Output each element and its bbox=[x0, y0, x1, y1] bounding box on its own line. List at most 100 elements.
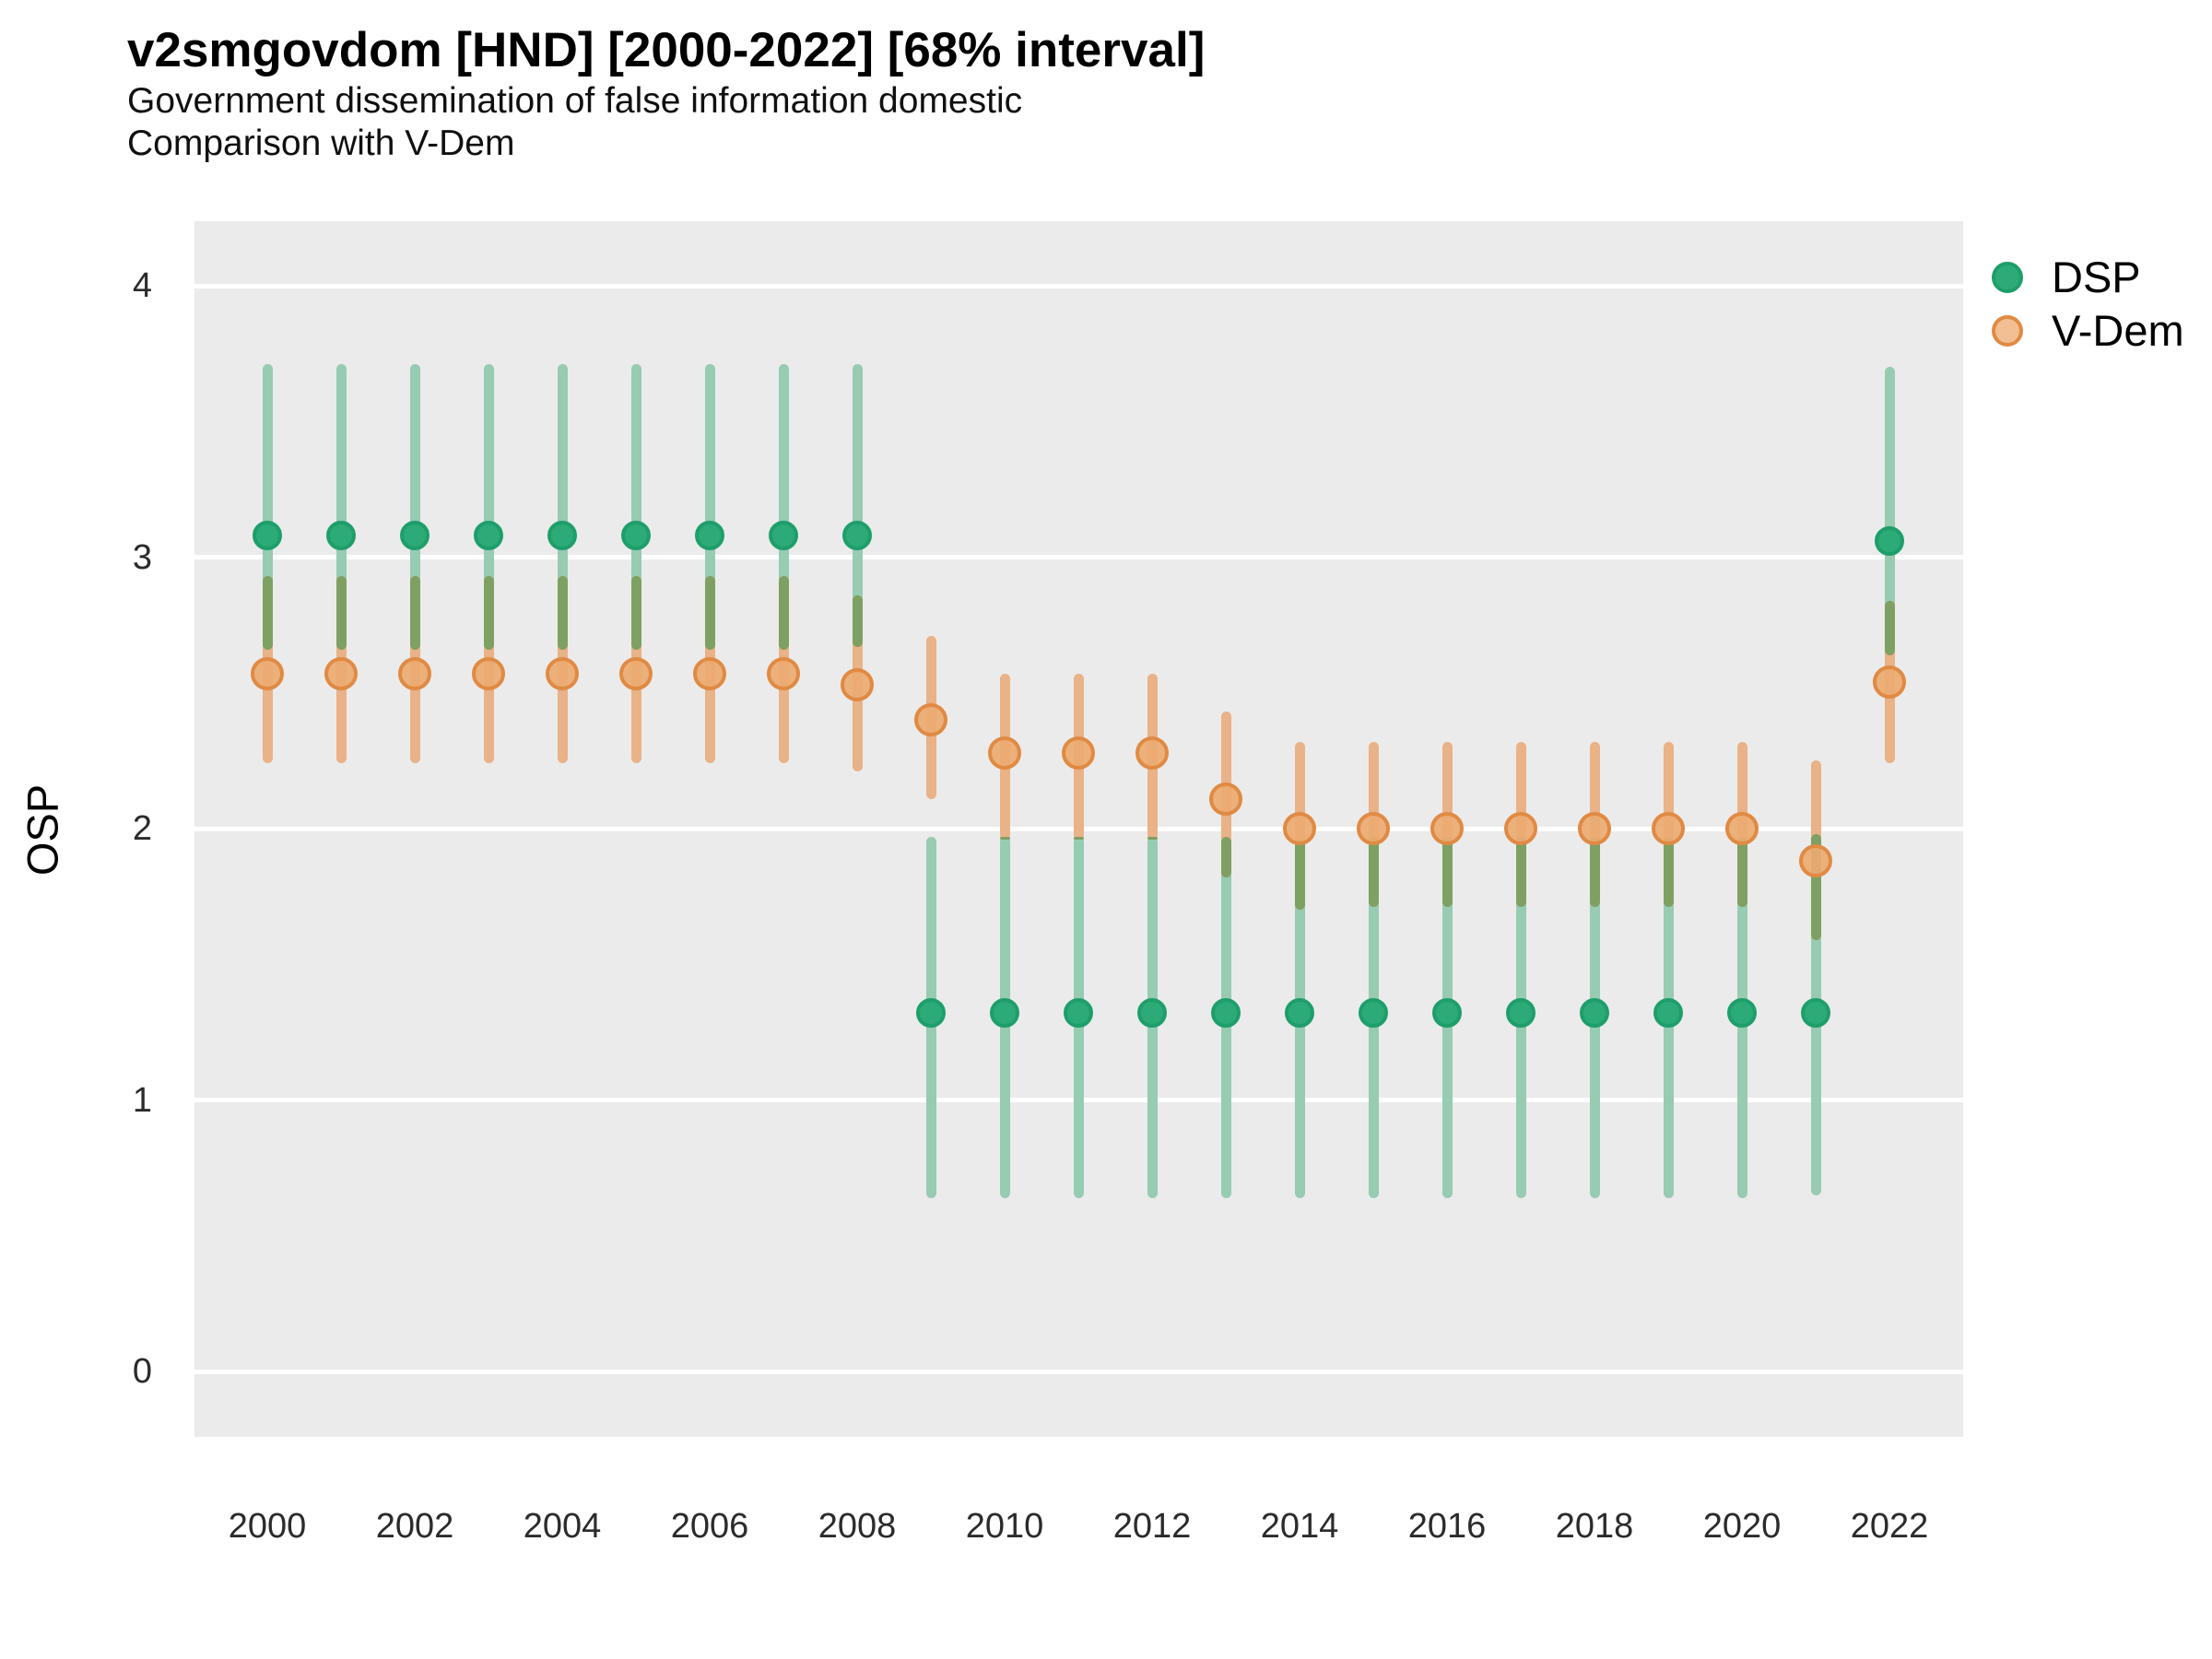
vdem-point-2013 bbox=[1209, 782, 1242, 816]
interval-overlap-2020 bbox=[1736, 836, 1747, 908]
dsp-interval-2000 bbox=[262, 364, 273, 650]
dsp-point-2008 bbox=[842, 520, 872, 550]
dsp-point-2018 bbox=[1580, 998, 1609, 1029]
interval-overlap-2002 bbox=[409, 576, 420, 650]
dsp-point-2002 bbox=[400, 520, 429, 550]
interval-overlap-2000 bbox=[262, 576, 273, 650]
gridline-y-4 bbox=[194, 283, 1963, 288]
chart-subtitle-line2: Comparison with V-Dem bbox=[127, 124, 515, 163]
vdem-point-2020 bbox=[1725, 812, 1759, 845]
gridline-y-3 bbox=[194, 555, 1963, 559]
x-tick-label-2008: 2008 bbox=[818, 1507, 897, 1546]
dsp-interval-2008 bbox=[852, 364, 863, 647]
dsp-point-2005 bbox=[621, 520, 651, 550]
vdem-point-2007 bbox=[767, 657, 800, 691]
dsp-point-2007 bbox=[769, 520, 798, 550]
interval-overlap-2016 bbox=[1441, 836, 1453, 908]
dsp-point-2021 bbox=[1801, 998, 1830, 1029]
dsp-point-2003 bbox=[474, 520, 503, 550]
interval-overlap-2003 bbox=[483, 576, 494, 650]
vdem-point-2015 bbox=[1357, 812, 1390, 845]
dsp-point-2012 bbox=[1137, 998, 1167, 1029]
x-tick-label-2014: 2014 bbox=[1260, 1507, 1339, 1546]
plot-panel bbox=[194, 221, 1963, 1437]
interval-overlap-2011 bbox=[1073, 836, 1084, 840]
dsp-point-2006 bbox=[695, 520, 724, 550]
vdem-point-2002 bbox=[398, 657, 431, 691]
interval-overlap-2004 bbox=[557, 576, 568, 650]
y-tick-label-4: 4 bbox=[132, 266, 152, 305]
interval-overlap-2017 bbox=[1515, 836, 1526, 908]
interval-overlap-2001 bbox=[335, 576, 347, 650]
dsp-interval-2003 bbox=[483, 364, 494, 650]
legend-label-vdem: V-Dem bbox=[2052, 306, 2184, 355]
dsp-point-2009 bbox=[916, 998, 946, 1029]
dsp-point-2010 bbox=[990, 998, 1019, 1029]
vdem-point-2019 bbox=[1652, 812, 1685, 845]
vdem-point-2009 bbox=[914, 703, 947, 737]
x-tick-label-2006: 2006 bbox=[670, 1507, 749, 1546]
interval-overlap-2021 bbox=[1810, 833, 1821, 940]
x-tick-label-2022: 2022 bbox=[1850, 1507, 1929, 1546]
dsp-point-2016 bbox=[1432, 998, 1462, 1029]
dsp-point-2020 bbox=[1727, 998, 1757, 1029]
chart-subtitle-line1: Government dissemination of false inform… bbox=[127, 81, 1023, 121]
dsp-point-2011 bbox=[1064, 998, 1093, 1029]
x-tick-label-2004: 2004 bbox=[523, 1507, 602, 1546]
x-tick-label-2018: 2018 bbox=[1555, 1507, 1634, 1546]
legend-label-dsp: DSP bbox=[2052, 253, 2141, 301]
dsp-point-2013 bbox=[1211, 998, 1241, 1029]
vdem-point-2003 bbox=[472, 657, 505, 691]
y-tick-label-1: 1 bbox=[132, 1080, 152, 1120]
y-tick-label-0: 0 bbox=[132, 1352, 152, 1391]
gridline-y-0 bbox=[194, 1369, 1963, 1374]
vdem-legend-dot-icon bbox=[1992, 315, 2023, 347]
interval-overlap-2014 bbox=[1294, 839, 1305, 911]
interval-overlap-2018 bbox=[1589, 836, 1600, 908]
vdem-point-2022 bbox=[1873, 665, 1906, 699]
interval-overlap-2006 bbox=[704, 576, 715, 650]
interval-overlap-2005 bbox=[630, 576, 641, 650]
dsp-point-2004 bbox=[547, 520, 577, 550]
interval-overlap-2022 bbox=[1884, 600, 1895, 655]
interval-overlap-2012 bbox=[1147, 836, 1158, 840]
dsp-point-2014 bbox=[1285, 998, 1314, 1029]
dsp-point-2022 bbox=[1875, 525, 1904, 556]
dsp-interval-2006 bbox=[704, 364, 715, 650]
vdem-point-2016 bbox=[1430, 812, 1464, 845]
interval-overlap-2013 bbox=[1220, 836, 1231, 877]
vdem-point-2018 bbox=[1578, 812, 1611, 845]
vdem-point-2004 bbox=[546, 657, 579, 691]
vdem-point-2017 bbox=[1504, 812, 1537, 845]
dsp-point-2017 bbox=[1506, 998, 1535, 1029]
vdem-point-2008 bbox=[841, 667, 874, 701]
vdem-point-2001 bbox=[324, 657, 358, 691]
vdem-point-2000 bbox=[251, 657, 284, 691]
x-tick-label-2000: 2000 bbox=[228, 1507, 307, 1546]
vdem-point-2014 bbox=[1283, 812, 1316, 845]
interval-overlap-2015 bbox=[1368, 836, 1379, 908]
interval-overlap-2007 bbox=[778, 576, 789, 650]
dsp-point-2019 bbox=[1653, 998, 1683, 1029]
interval-overlap-2010 bbox=[999, 836, 1010, 840]
x-tick-label-2016: 2016 bbox=[1407, 1507, 1487, 1546]
x-tick-label-2002: 2002 bbox=[375, 1507, 454, 1546]
dsp-legend-dot-icon bbox=[1992, 262, 2023, 293]
vdem-point-2005 bbox=[619, 657, 653, 691]
dsp-point-2000 bbox=[253, 520, 282, 550]
vdem-point-2006 bbox=[693, 657, 726, 691]
dsp-interval-2007 bbox=[778, 364, 789, 650]
dsp-interval-2002 bbox=[409, 364, 420, 650]
vdem-point-2010 bbox=[988, 735, 1021, 770]
dsp-point-2015 bbox=[1359, 998, 1388, 1029]
x-tick-label-2020: 2020 bbox=[1702, 1507, 1782, 1546]
vdem-point-2021 bbox=[1799, 844, 1832, 878]
dsp-interval-2005 bbox=[630, 364, 641, 650]
x-tick-label-2012: 2012 bbox=[1112, 1507, 1192, 1546]
interval-overlap-2019 bbox=[1663, 836, 1674, 908]
y-tick-label-2: 2 bbox=[132, 809, 152, 848]
vdem-point-2011 bbox=[1062, 735, 1095, 770]
vdem-point-2012 bbox=[1135, 735, 1169, 770]
dsp-interval-2001 bbox=[335, 364, 347, 650]
